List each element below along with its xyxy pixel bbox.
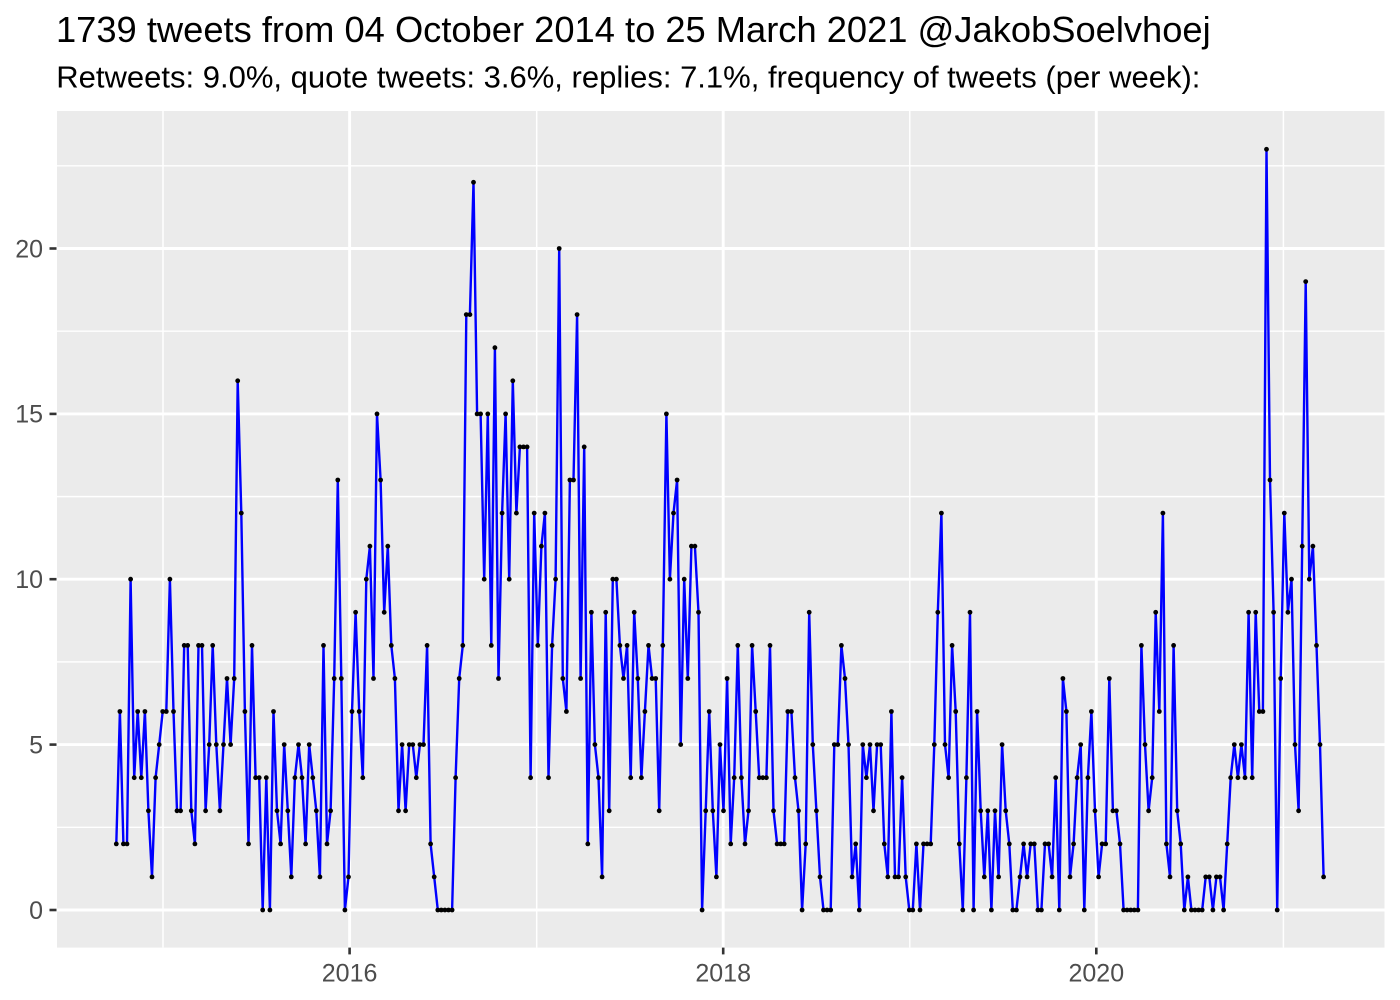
svg-text:5: 5: [29, 731, 43, 759]
svg-text:10: 10: [15, 566, 43, 594]
svg-text:1739 tweets from 04 October 20: 1739 tweets from 04 October 2014 to 25 M…: [56, 9, 1211, 50]
svg-text:2020: 2020: [1068, 960, 1124, 988]
svg-text:2016: 2016: [322, 960, 378, 988]
svg-text:Retweets: 9.0%, quote tweets:: Retweets: 9.0%, quote tweets: 3.6%, repl…: [56, 60, 1200, 95]
svg-text:0: 0: [29, 897, 43, 925]
svg-text:2018: 2018: [695, 960, 751, 988]
svg-text:20: 20: [15, 235, 43, 263]
svg-text:15: 15: [15, 401, 43, 429]
